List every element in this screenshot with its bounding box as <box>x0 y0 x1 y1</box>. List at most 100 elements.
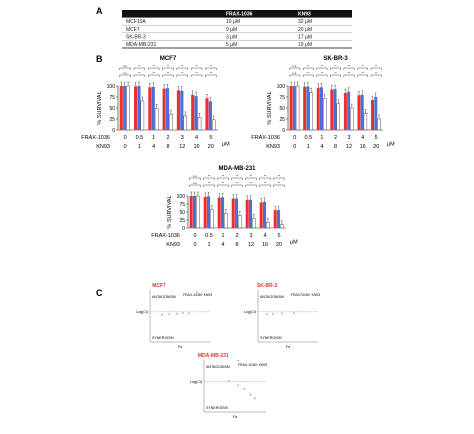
bar-frax-1036 <box>357 95 361 130</box>
significance-bracket <box>330 74 341 77</box>
kn93-dose-label: 16 <box>360 144 366 150</box>
y-tick-label: 0 <box>282 128 285 134</box>
bar-frax-1036 <box>205 98 209 130</box>
y-tick-label: 50 <box>279 106 285 112</box>
ci-plot-mdamb231: MDA-MB-231 ANTAGONISM SYNERGISM Log(CI) Fa FR… <box>190 353 267 419</box>
kn93-dose-label: 1 <box>138 144 141 150</box>
frax-dose-label: 5 <box>277 233 280 239</box>
bar-frax-1036 <box>371 100 375 130</box>
significance-bracket <box>302 67 314 70</box>
kn93-dose-label: 0 <box>293 144 296 150</box>
frax-dose-label: 0 <box>193 233 196 239</box>
significance-label: ** <box>138 71 141 75</box>
y-tick-label: 25 <box>109 117 115 123</box>
significance-bracket <box>316 67 328 70</box>
bar-kn93 <box>180 90 184 130</box>
bar-frax-1036 <box>259 202 263 228</box>
kn93-dose-label: 8 <box>334 144 337 150</box>
ci-point <box>227 379 230 382</box>
bar-frax-1036-kn93 <box>309 92 313 131</box>
ci-point <box>237 359 240 362</box>
bar-kn93 <box>320 87 323 130</box>
significance-label: n.s. <box>123 71 128 75</box>
bar-frax-1036 <box>134 86 138 130</box>
synergism-label: SYNERGISM <box>260 336 282 340</box>
significance-label: ** <box>321 64 324 68</box>
significance-bracket <box>189 177 201 180</box>
bar-frax-1036 <box>203 196 207 228</box>
bar-frax-1036 <box>176 90 180 130</box>
significance-bracket <box>302 74 314 77</box>
table-cell: 3 μM <box>226 34 237 40</box>
ci-point <box>272 312 274 315</box>
table-cell: SK-BR-3 <box>126 34 146 40</box>
significance-label: ** <box>334 64 337 68</box>
ci-point <box>176 312 178 315</box>
kn93-dose-label: 4 <box>221 242 224 248</box>
bar-frax-1036-kn93 <box>196 195 200 229</box>
kn93-dose-label: 0 <box>193 242 196 248</box>
bar-frax-1036-kn93 <box>238 214 242 229</box>
frax-dose-label: 2 <box>166 135 169 141</box>
ci-point <box>253 397 256 400</box>
significance-label: ** <box>348 64 351 68</box>
bar-frax-1036-kn93 <box>266 222 270 229</box>
bar-kn93 <box>333 89 337 130</box>
ci-point <box>249 393 252 396</box>
bar-kn93 <box>221 197 225 228</box>
bar-frax-1036 <box>119 86 123 130</box>
table-header-cell: KN93 <box>298 12 311 18</box>
y-tick-label: 25 <box>279 117 285 123</box>
frax-dose-label: 0 <box>124 135 127 141</box>
bar-kn93 <box>374 97 378 130</box>
y-axis-label: % SURVIVAL <box>267 91 273 124</box>
significance-bracket <box>205 67 217 70</box>
dose-unit: μM <box>290 240 298 246</box>
frax-dose-label: 5 <box>209 135 212 141</box>
kn93-dose-label: 16 <box>194 144 200 150</box>
kn93-dose-label: 12 <box>179 144 185 150</box>
significance-label: ** <box>167 71 170 75</box>
kn93-dose-label: 1 <box>307 144 310 150</box>
significance-bracket <box>231 184 243 187</box>
bar-frax-1036 <box>148 87 152 130</box>
significance-label: ** <box>208 174 211 178</box>
table-header-cell: FRAX-1036 <box>226 12 253 18</box>
significance-label: ** <box>153 71 156 75</box>
significance-bracket <box>343 67 355 70</box>
kn93-dose-label: 20 <box>373 144 379 150</box>
significance-bracket <box>330 67 341 70</box>
kn93-dose-label: 8 <box>235 242 238 248</box>
frax-dose-label: 4 <box>263 233 266 239</box>
significance-label: ** <box>236 181 239 185</box>
bar-chart-skbr3: SK-BR-3 n.s. n.s. ** ** ** ** ** ** ** ** ** ** ** ** 0… <box>251 56 395 150</box>
bar-kn93 <box>208 101 212 130</box>
ci-point <box>188 312 190 315</box>
significance-bracket <box>370 74 382 77</box>
ci-x-label: Fa <box>286 345 290 349</box>
kn93-dose-label: 20 <box>208 144 214 150</box>
ci-plot-mcf7: MCF7 ANTAGONISM SYNERGISM Log(CI) Fa FRAX-103… <box>136 283 212 349</box>
significance-label: ** <box>222 181 225 185</box>
y-tick-label: 0 <box>182 226 185 232</box>
ci-point <box>266 313 268 316</box>
y-axis-label: % SURVIVAL <box>97 91 103 124</box>
significance-label: ** <box>334 71 337 75</box>
significance-label: ** <box>375 71 378 75</box>
ci-plot-title: MCF7 <box>152 283 166 289</box>
antagonism-label: ANTAGONISM <box>152 295 176 299</box>
significance-label: n.s. <box>193 174 198 178</box>
y-tick-label: 25 <box>179 218 185 224</box>
frax-dose-label: 0.5 <box>305 135 313 141</box>
dose-unit: μM <box>387 142 395 148</box>
significance-bracket <box>176 67 188 70</box>
y-tick-label: 50 <box>109 106 115 112</box>
dose-unit: μM <box>222 142 230 148</box>
kn93-row-label: KN93 <box>166 242 180 248</box>
significance-label: ** <box>362 71 365 75</box>
significance-label: ** <box>138 64 141 68</box>
significance-bracket <box>289 74 301 77</box>
frax-row-label: FRAX-1036 <box>81 135 110 141</box>
bar-frax-1036-kn93 <box>377 118 381 131</box>
